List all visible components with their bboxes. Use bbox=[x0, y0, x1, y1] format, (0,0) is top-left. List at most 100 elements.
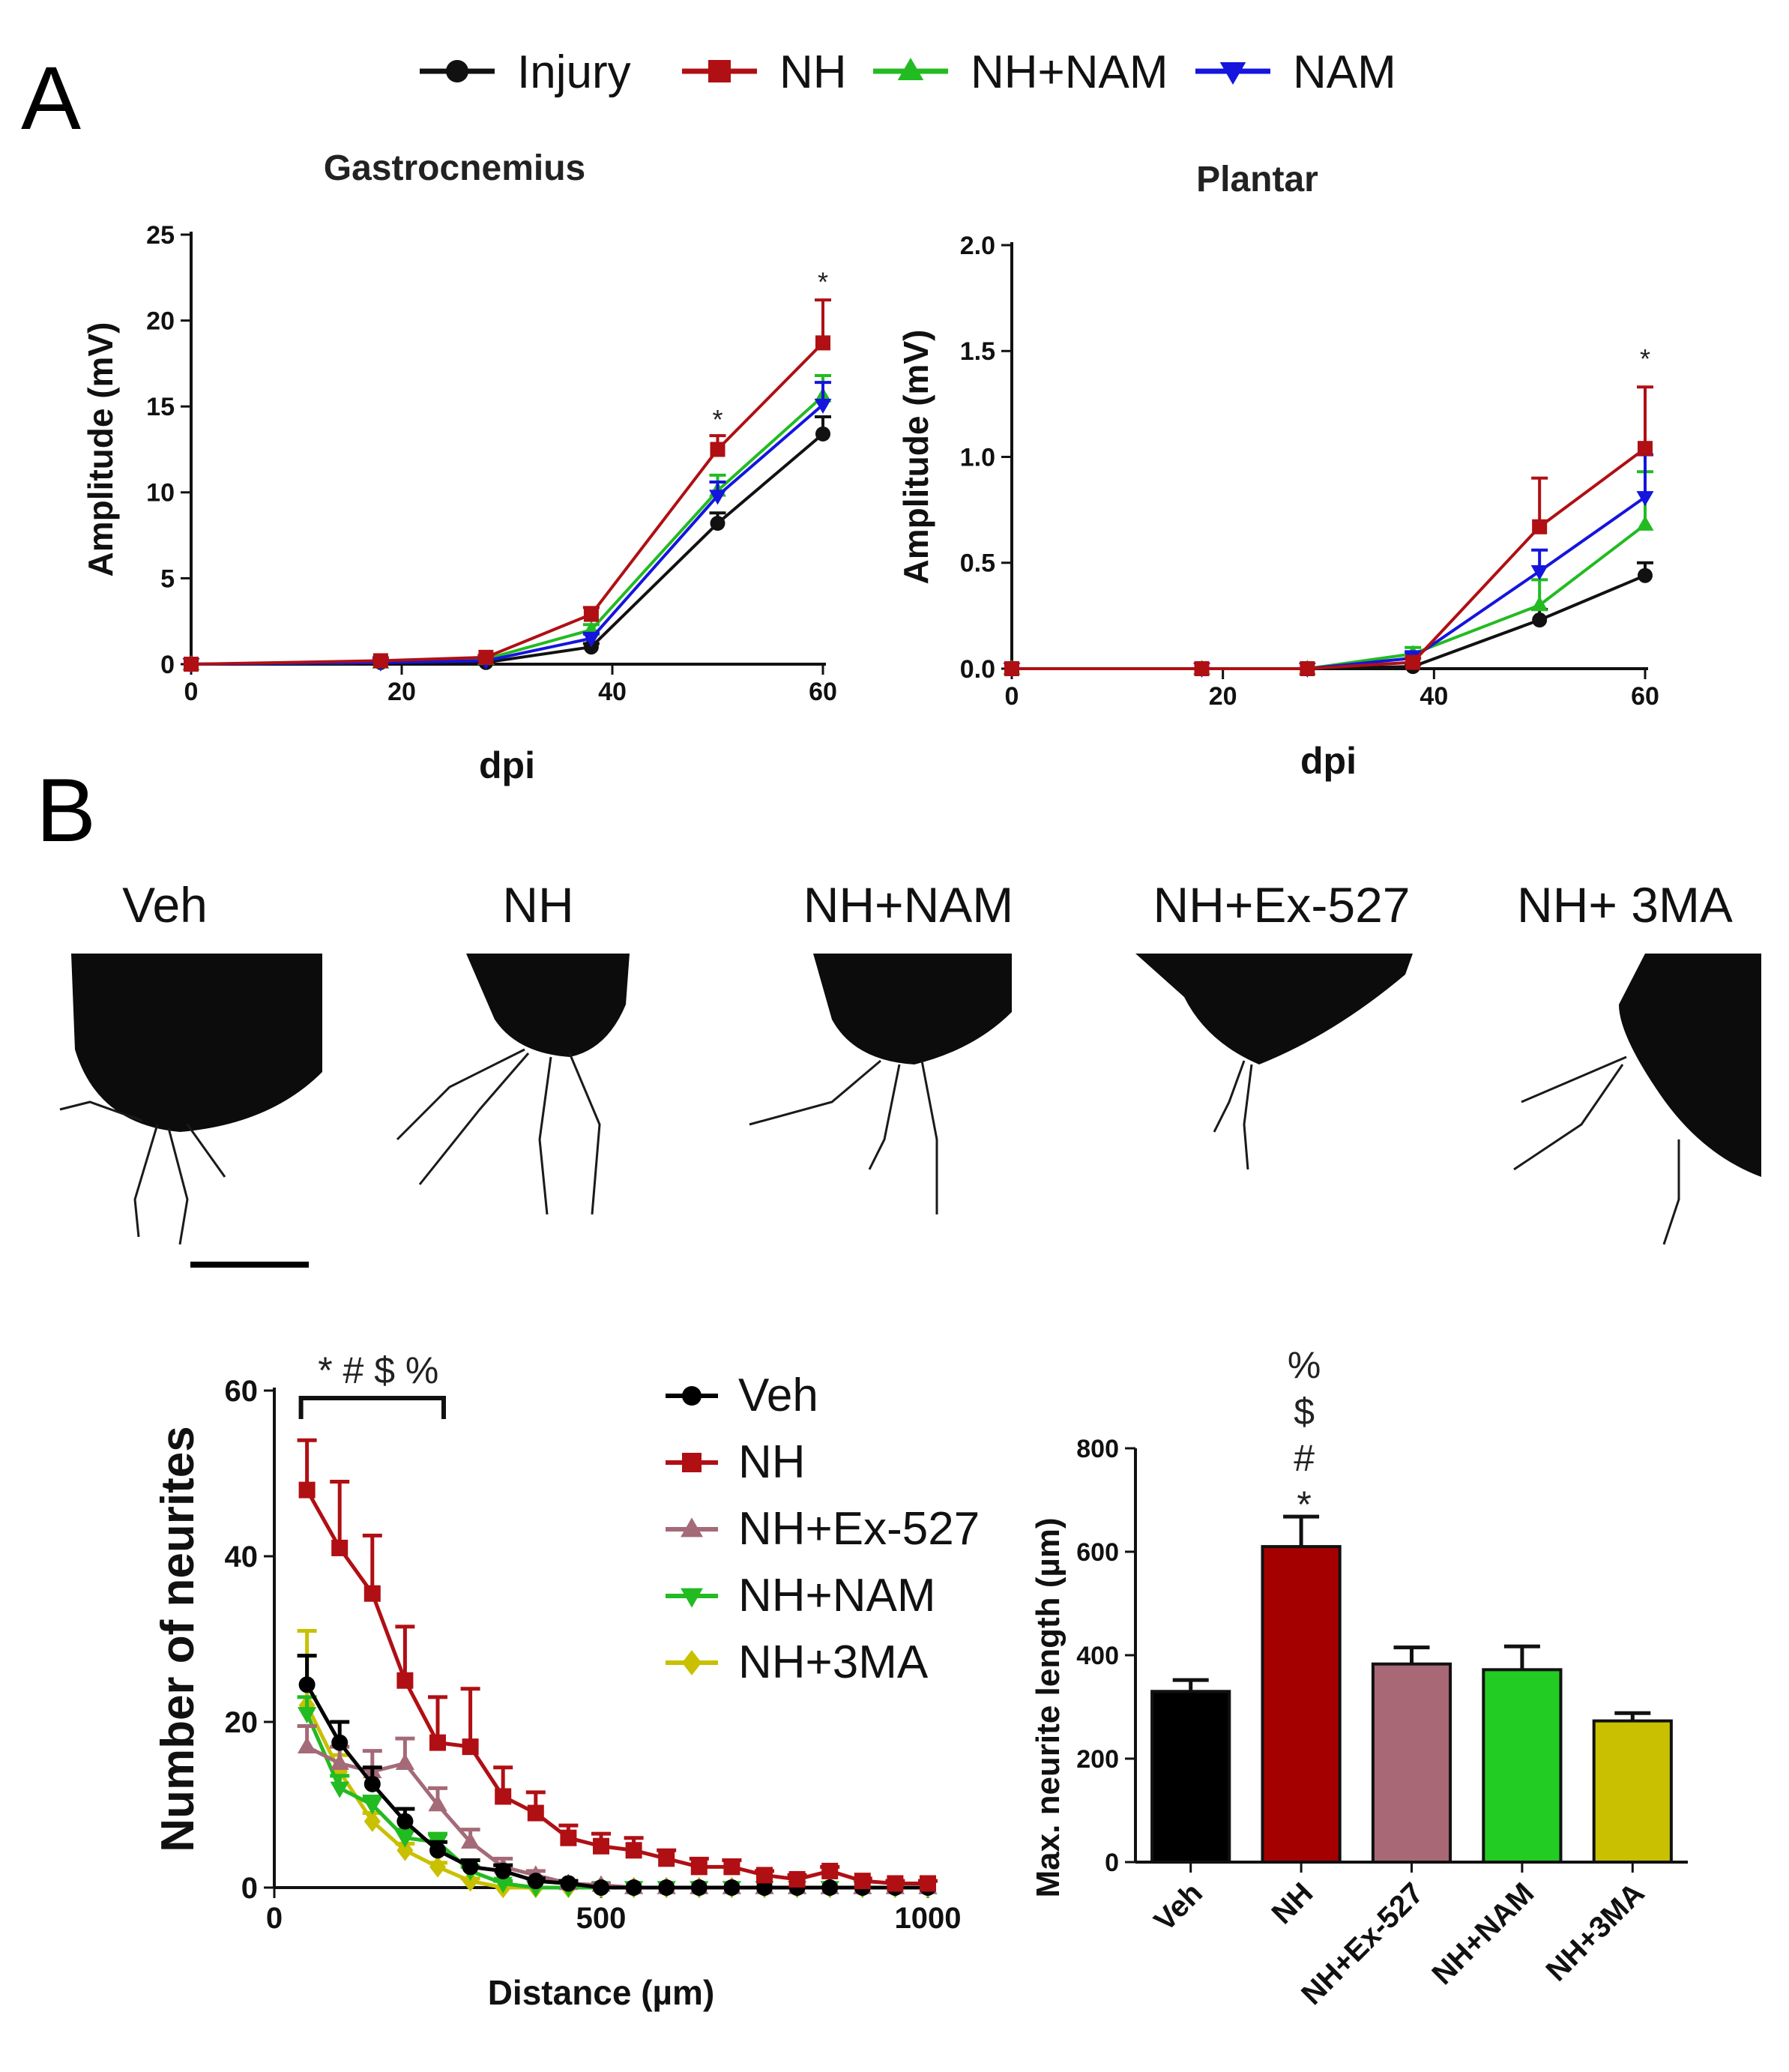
neurites-point-nh bbox=[495, 1788, 512, 1805]
plantar-xtick-label: 60 bbox=[1631, 682, 1659, 711]
gastro-point-nh bbox=[583, 606, 599, 622]
plantar-point-nh_nam bbox=[1530, 596, 1548, 612]
panel-letter-b: B bbox=[36, 760, 96, 861]
gastro-ytick-label: 0 bbox=[160, 651, 175, 679]
gastro-point-nh bbox=[478, 649, 494, 665]
maxlen-sig-symbol: % bbox=[1288, 1344, 1321, 1386]
neurite-strand bbox=[749, 1059, 881, 1126]
plantar-xtick-label: 0 bbox=[1005, 682, 1019, 711]
neurites-ytick-label: 60 bbox=[225, 1375, 259, 1408]
neurite-legend-marker-ex527 bbox=[681, 1517, 703, 1538]
neurites-point-ex527 bbox=[330, 1753, 349, 1771]
plantar-point-nh_nam bbox=[1636, 515, 1654, 531]
gastro-ytick-label: 20 bbox=[146, 307, 175, 336]
neurites-xtick-label: 1000 bbox=[895, 1902, 962, 1935]
gastro-series-nh bbox=[184, 298, 831, 672]
legend-marker-injury bbox=[446, 60, 468, 82]
explant-image-4 bbox=[1619, 954, 1761, 1177]
maxlen-bar-veh bbox=[1150, 1690, 1231, 1864]
gastro-series-injury bbox=[184, 415, 831, 672]
gastro-xtick-label: 0 bbox=[184, 678, 199, 706]
plantar-point-nh bbox=[1194, 661, 1210, 676]
gastro-xtick-label: 60 bbox=[809, 678, 837, 706]
plantar-title: Plantar bbox=[1196, 160, 1318, 199]
neurites-point-veh bbox=[462, 1858, 479, 1876]
neurites-line-ma3 bbox=[305, 1704, 928, 1890]
neurites-point-nh_nam bbox=[297, 1707, 317, 1724]
neurites-point-ex527 bbox=[297, 1736, 317, 1753]
neurites-point-nh_nam bbox=[363, 1798, 382, 1815]
plantar-point-nam bbox=[1636, 491, 1654, 507]
neurites-point-veh bbox=[690, 1879, 708, 1896]
plantar-ytick-label: 0.0 bbox=[960, 655, 995, 684]
neurites-point-nh bbox=[920, 1875, 936, 1892]
neurites-point-veh bbox=[429, 1842, 446, 1859]
gastro-series-nh_nam bbox=[182, 373, 832, 670]
chart-max-neurite-length: 0 200 400 600 800 Max. neurite length (µm) Veh… bbox=[1030, 1344, 1688, 2011]
neurite-legend-label-veh: Veh bbox=[738, 1370, 818, 1421]
gastro-point-nam bbox=[582, 632, 600, 648]
legend-label-nam: NAM bbox=[1293, 46, 1396, 98]
gastro-y-label: Amplitude (mV) bbox=[81, 322, 120, 577]
gastro-point-nh bbox=[372, 653, 388, 669]
neurite-strand bbox=[1243, 1064, 1253, 1170]
neurites-point-nh bbox=[690, 1858, 708, 1876]
maxlen-ytick-label: 800 bbox=[1076, 1435, 1119, 1463]
neurites-point-nh bbox=[527, 1804, 544, 1822]
gastro-ytick-label: 15 bbox=[146, 393, 175, 421]
legend-marker-nh_nam bbox=[897, 58, 924, 80]
image-label-2: NH+NAM bbox=[803, 877, 1014, 933]
neurite-strand bbox=[167, 1127, 189, 1245]
neurites-point-nh bbox=[821, 1862, 839, 1879]
plantar-line-injury bbox=[1012, 573, 1646, 670]
neurites-point-ex527 bbox=[460, 1832, 480, 1849]
neurites-point-nh bbox=[854, 1873, 871, 1890]
maxlen-category-label: Veh bbox=[1148, 1876, 1209, 1937]
gastro-point-nam bbox=[814, 398, 832, 414]
neurites-point-veh bbox=[593, 1879, 609, 1896]
neurites-point-nh bbox=[658, 1850, 675, 1867]
neurites-point-nh bbox=[887, 1875, 904, 1892]
gastro-xtick-label: 20 bbox=[387, 678, 416, 706]
maxlen-category-label: NH bbox=[1265, 1876, 1319, 1930]
plantar-point-injury bbox=[1532, 612, 1548, 628]
plantar-series-nh bbox=[1004, 385, 1653, 676]
legend-marker-nam bbox=[1219, 62, 1246, 85]
neurites-point-veh bbox=[625, 1879, 642, 1896]
neurite-strand bbox=[868, 1064, 901, 1170]
neurites-point-ma3 bbox=[462, 1870, 479, 1892]
neurite-legend-label-ma3: NH+3MA bbox=[738, 1636, 929, 1688]
neurites-point-veh bbox=[658, 1879, 675, 1896]
neurites-point-ma3 bbox=[429, 1856, 446, 1878]
maxlen-ytick-label: 200 bbox=[1076, 1745, 1119, 1774]
maxlen-sig-symbol: # bbox=[1294, 1437, 1315, 1479]
neurites-point-veh bbox=[723, 1879, 740, 1896]
chart-gastrocnemius: 0 5 10 15 20 25 0 20 40 60 Gastrocnemius dpi Amplitu… bbox=[81, 148, 837, 786]
neurites-point-ex527 bbox=[395, 1753, 415, 1771]
maxlen-bar-nh bbox=[1261, 1545, 1342, 1864]
plantar-line-nh bbox=[1012, 447, 1647, 670]
plantar-xtick-label: 20 bbox=[1209, 682, 1237, 711]
legend-label-nh_nam: NH+NAM bbox=[971, 46, 1168, 98]
neurites-sig-bracket bbox=[298, 1396, 446, 1419]
neurites-point-nh bbox=[396, 1672, 414, 1689]
neurite-legend-label-ex527: NH+Ex-527 bbox=[738, 1503, 980, 1555]
neurites-point-nh bbox=[560, 1829, 577, 1846]
maxlen-ytick-label: 0 bbox=[1105, 1849, 1119, 1877]
gastro-sig-star: * bbox=[818, 267, 828, 298]
maxlen-bar-nh-ex-527 bbox=[1371, 1662, 1452, 1864]
neurites-point-nh bbox=[723, 1858, 740, 1876]
neurites-point-nh_nam bbox=[395, 1831, 415, 1848]
plantar-series-nam bbox=[1003, 453, 1654, 678]
neurite-image-strip: Veh NH NH+NAM NH+Ex-527 NH+ 3MA bbox=[59, 877, 1761, 1268]
maxlen-sig-symbol: * bbox=[1297, 1484, 1311, 1526]
neurites-ytick-label: 0 bbox=[241, 1872, 258, 1905]
neurites-xtick-label: 500 bbox=[576, 1902, 627, 1935]
gastro-x-label: dpi bbox=[479, 744, 535, 786]
maxlen-ytick-label: 600 bbox=[1076, 1538, 1119, 1567]
neurites-series-nh bbox=[297, 1438, 938, 1892]
maxlen-y-label: Max. neurite length (µm) bbox=[1030, 1518, 1067, 1898]
neurites-series-nh_nam bbox=[297, 1695, 938, 1898]
legend-label-nh: NH bbox=[779, 46, 847, 98]
